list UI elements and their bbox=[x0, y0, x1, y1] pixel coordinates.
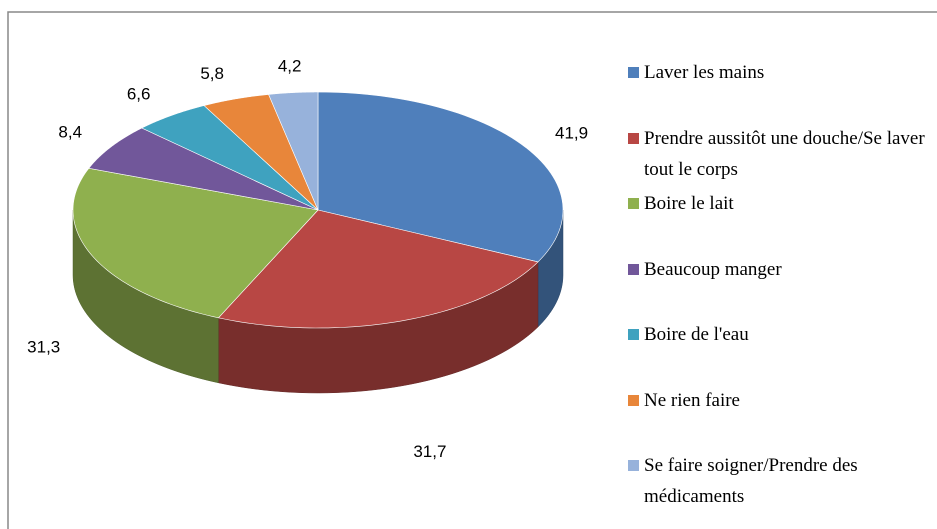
slice bbox=[268, 91, 319, 211]
legend-item: Ne rien faire bbox=[628, 385, 928, 416]
chart-frame bbox=[7, 11, 937, 529]
tops bbox=[72, 91, 564, 329]
legend-swatch bbox=[628, 460, 639, 471]
legend-label: Ne rien faire bbox=[644, 389, 740, 411]
slice bbox=[88, 127, 319, 211]
data-label: 8,4 bbox=[58, 122, 82, 141]
data-label: 5,8 bbox=[200, 64, 224, 83]
legend-swatch bbox=[628, 198, 639, 209]
legend-item: Beaucoup manger bbox=[628, 254, 928, 285]
legend-item: Boire le lait bbox=[628, 188, 928, 219]
legend-label: Beaucoup manger bbox=[644, 258, 782, 280]
legend-item: Laver les mains bbox=[628, 57, 928, 88]
sides bbox=[72, 209, 564, 394]
data-label: 4,2 bbox=[278, 56, 302, 75]
slice bbox=[203, 94, 319, 211]
legend-item: Boire de l'eau bbox=[628, 319, 928, 350]
legend-label: Laver les mains bbox=[644, 62, 765, 83]
data-label: 6,6 bbox=[127, 84, 151, 103]
legend-label: Boire de l'eau bbox=[644, 324, 749, 345]
legend-label: Prendre aussitôt une douche/Se laver tou… bbox=[644, 127, 925, 180]
legend-swatch bbox=[628, 394, 639, 406]
legend-swatch bbox=[628, 132, 639, 144]
legend-swatch bbox=[628, 329, 639, 340]
legend-item: Se faire soigner/Prendre des médicaments bbox=[628, 450, 928, 512]
legend-item: Prendre aussitôt une douche/Se laver tou… bbox=[628, 123, 928, 185]
data-label: 31,7 bbox=[413, 442, 446, 461]
data-label: 41,9 bbox=[555, 123, 588, 142]
slice bbox=[217, 209, 539, 329]
legend-label: Boire le lait bbox=[644, 193, 734, 214]
slice bbox=[317, 91, 564, 263]
legend-swatch bbox=[628, 263, 639, 275]
legend-label: Se faire soigner/Prendre des médicaments bbox=[644, 455, 858, 507]
slice bbox=[141, 105, 319, 211]
legend-swatch bbox=[628, 67, 639, 78]
data-label: 31,3 bbox=[27, 337, 60, 356]
slice bbox=[72, 167, 319, 319]
